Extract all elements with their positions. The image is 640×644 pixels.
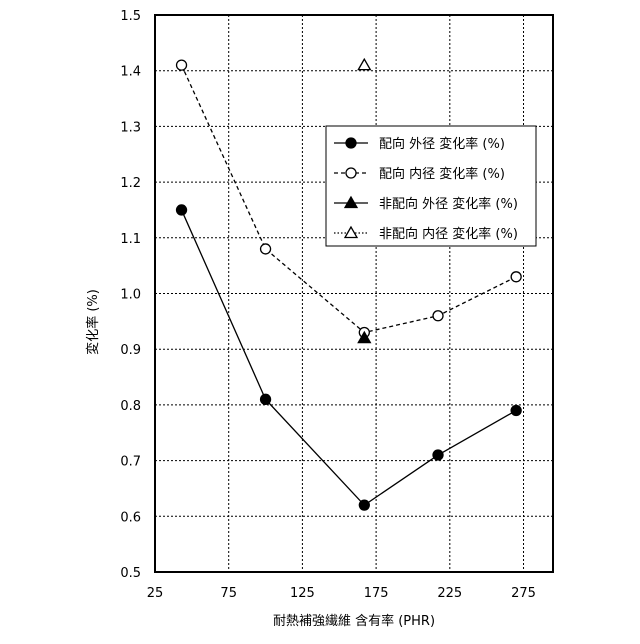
y-tick-label: 1.3 <box>120 120 141 135</box>
data-point <box>261 394 271 404</box>
data-point <box>433 450 443 460</box>
data-point <box>358 59 370 69</box>
y-tick-label: 0.8 <box>120 399 141 414</box>
x-axis-label: 耐熱補強繊維 含有率 (PHR) <box>273 613 435 629</box>
y-axis-label: 変化率 (%) <box>85 289 101 355</box>
data-point <box>433 311 443 321</box>
y-tick-label: 1.1 <box>120 232 141 247</box>
plot-frame <box>155 15 553 572</box>
y-tick-label: 0.6 <box>120 510 141 525</box>
x-tick-label: 225 <box>437 586 462 601</box>
tick-labels: 0.5 0.6 0.7 0.8 0.9 1.0 1.1 1.2 1.3 1.4 1.5 25 75 125… <box>120 9 536 601</box>
y-tick-label: 1.5 <box>120 9 141 24</box>
gridlines <box>155 15 553 572</box>
legend-label: 非配向 外径 変化率 (%) <box>379 196 518 212</box>
y-tick-label: 0.9 <box>120 343 141 358</box>
data-point <box>177 205 187 215</box>
legend-label: 配向 内径 変化率 (%) <box>379 166 505 182</box>
data-point <box>359 500 369 510</box>
legend: 配向 外径 変化率 (%) 配向 内径 変化率 (%) 非配向 外径 変化率 (%)… <box>326 126 536 246</box>
x-tick-label: 75 <box>220 586 237 601</box>
x-tick-label: 125 <box>290 586 315 601</box>
x-tick-label: 175 <box>364 586 389 601</box>
y-tick-label: 1.2 <box>120 176 141 191</box>
data-point <box>177 60 187 70</box>
series-4 <box>358 59 370 69</box>
legend-marker <box>346 138 356 148</box>
y-tick-label: 1.0 <box>120 288 141 303</box>
legend-label: 非配向 内径 変化率 (%) <box>379 226 518 242</box>
legend-label: 配向 外径 変化率 (%) <box>379 136 505 152</box>
x-tick-label: 275 <box>511 586 536 601</box>
y-tick-label: 0.7 <box>120 455 141 470</box>
y-tick-label: 1.4 <box>120 65 141 80</box>
data-point <box>511 272 521 282</box>
y-tick-label: 0.5 <box>120 566 141 581</box>
data-point <box>261 244 271 254</box>
data-point <box>511 405 521 415</box>
x-tick-label: 25 <box>147 586 164 601</box>
legend-marker <box>346 168 356 178</box>
